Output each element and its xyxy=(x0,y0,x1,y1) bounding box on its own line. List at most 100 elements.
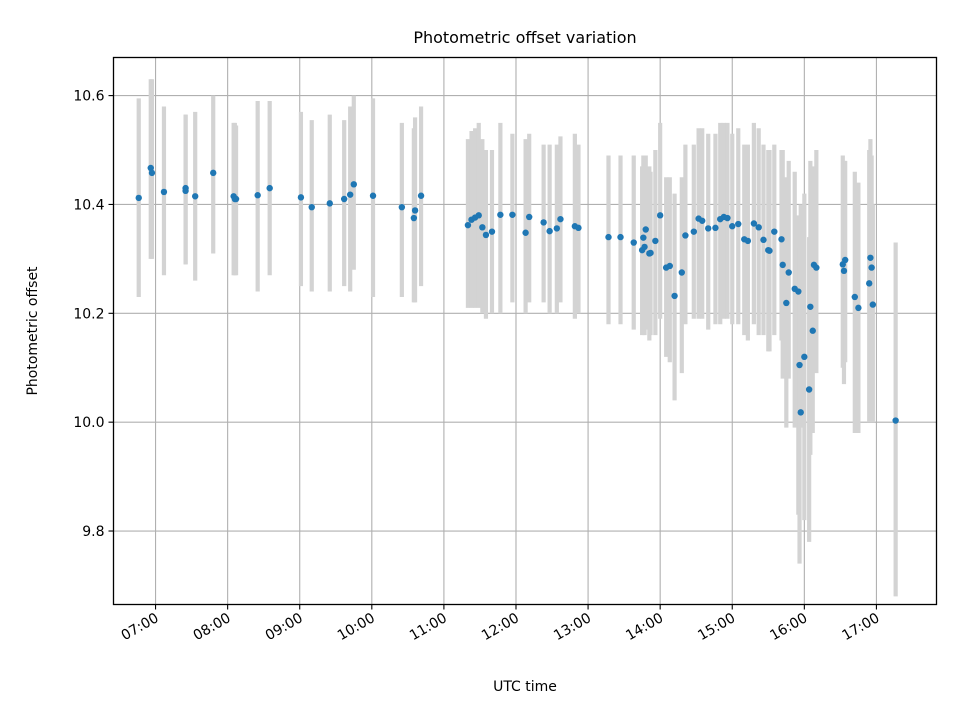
data-point xyxy=(840,267,848,275)
data-point xyxy=(642,226,649,233)
data-point xyxy=(479,224,486,231)
data-point xyxy=(522,229,529,236)
data-point xyxy=(666,262,673,270)
data-point xyxy=(553,225,561,232)
x-axis-label: UTC time xyxy=(493,679,557,695)
data-point xyxy=(475,212,482,219)
data-point xyxy=(809,327,816,334)
data-point xyxy=(340,195,348,203)
data-point xyxy=(783,299,790,307)
x-tick-label: 11:00 xyxy=(407,610,450,644)
data-point xyxy=(771,228,778,235)
data-point xyxy=(678,269,685,276)
data-point xyxy=(509,211,516,218)
data-point xyxy=(308,203,315,211)
data-point xyxy=(766,247,773,254)
data-point xyxy=(182,187,189,195)
plot-frame xyxy=(112,56,938,606)
y-axis-label: Photometric offset xyxy=(25,266,41,396)
data-point xyxy=(867,254,874,261)
x-tick-label: 17:00 xyxy=(839,610,882,644)
x-tick-label: 15:00 xyxy=(695,610,738,644)
data-point xyxy=(656,212,664,219)
y-tick-label: 10.0 xyxy=(73,415,104,431)
x-tick-label: 12:00 xyxy=(479,610,522,644)
data-point xyxy=(779,261,786,269)
data-point xyxy=(617,233,624,241)
data-point xyxy=(705,225,712,232)
data-point xyxy=(411,207,419,214)
data-point xyxy=(735,220,742,228)
data-point xyxy=(760,236,767,244)
data-point xyxy=(148,169,156,177)
data-point xyxy=(724,214,731,222)
data-point xyxy=(488,228,496,235)
data-point xyxy=(778,236,785,243)
y-tick-label: 10.6 xyxy=(73,89,104,105)
data-point xyxy=(191,193,199,200)
data-points xyxy=(135,164,899,424)
data-point xyxy=(647,249,654,257)
data-point xyxy=(630,239,637,246)
data-point xyxy=(682,232,689,239)
data-point xyxy=(346,191,354,198)
data-point xyxy=(160,188,168,196)
data-point xyxy=(851,293,859,301)
data-point xyxy=(557,215,564,223)
x-tick-label: 07:00 xyxy=(119,610,162,644)
data-point xyxy=(795,288,802,295)
error-bars xyxy=(136,79,898,597)
data-point xyxy=(813,264,820,271)
data-point xyxy=(652,237,659,245)
data-point xyxy=(797,409,804,416)
data-point xyxy=(801,353,808,361)
chart-title: Photometric offset variation xyxy=(413,28,636,47)
data-point xyxy=(297,194,305,201)
data-point xyxy=(750,220,758,227)
data-point xyxy=(841,256,849,264)
data-point xyxy=(755,224,762,231)
data-point xyxy=(210,169,217,177)
data-point xyxy=(855,304,862,312)
data-point xyxy=(796,361,803,369)
data-point xyxy=(369,192,377,199)
data-point xyxy=(744,237,752,245)
data-point xyxy=(266,184,273,192)
x-tick-label: 08:00 xyxy=(191,610,234,644)
data-point xyxy=(147,164,154,172)
data-point xyxy=(729,223,736,230)
data-point xyxy=(866,280,873,287)
data-point xyxy=(869,301,877,308)
data-point xyxy=(807,303,814,310)
data-point xyxy=(497,211,504,218)
data-point xyxy=(526,213,533,221)
data-point xyxy=(464,221,472,229)
data-point xyxy=(410,214,418,222)
data-point xyxy=(892,417,899,424)
data-point xyxy=(868,264,875,271)
x-tick-label: 10:00 xyxy=(335,610,378,644)
data-point xyxy=(254,192,261,199)
data-point xyxy=(398,203,406,211)
data-point xyxy=(785,269,792,276)
data-point xyxy=(326,200,333,207)
data-point xyxy=(641,243,648,251)
data-point xyxy=(712,224,719,232)
data-point xyxy=(640,234,647,241)
data-point xyxy=(540,219,547,226)
data-point xyxy=(232,195,240,203)
x-tick-label: 13:00 xyxy=(551,610,594,644)
data-point xyxy=(699,217,706,224)
y-tick-label: 10.2 xyxy=(73,306,104,322)
x-tick-label: 09:00 xyxy=(263,610,306,644)
data-point xyxy=(417,192,425,199)
data-point xyxy=(482,231,490,239)
y-tick-label: 10.4 xyxy=(73,197,104,213)
y-tick-label: 9.8 xyxy=(82,524,104,540)
data-point xyxy=(546,227,553,235)
data-point xyxy=(605,233,612,241)
data-point xyxy=(671,292,678,300)
data-point xyxy=(805,386,813,393)
data-point xyxy=(575,224,582,232)
